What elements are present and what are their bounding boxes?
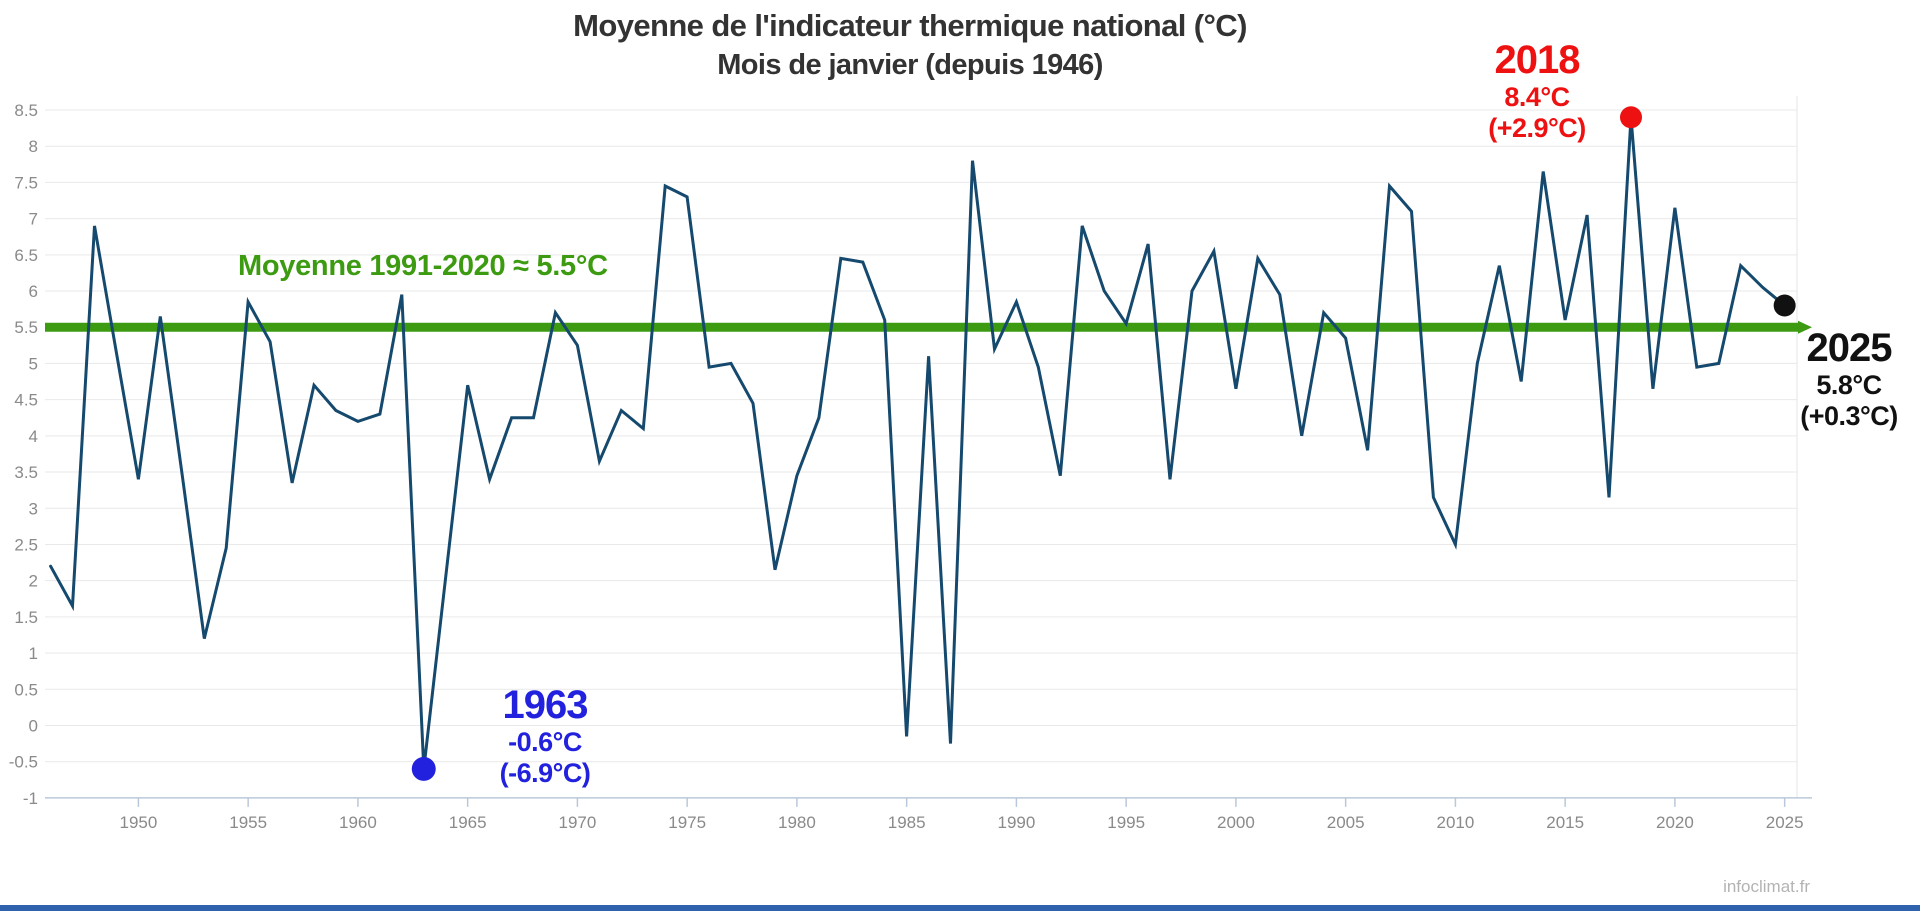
annotation-2025-anomaly: (+0.3°C)	[1800, 401, 1898, 431]
svg-text:8.5: 8.5	[14, 101, 38, 120]
svg-text:1.5: 1.5	[14, 608, 38, 627]
svg-text:5.5: 5.5	[14, 318, 38, 337]
x-axis-labels: 1950 1955 1960 1965 1970 1975 1980 1985 1990 1995…	[119, 813, 1803, 832]
svg-text:2: 2	[29, 572, 38, 591]
annotation-2018-year: 2018	[1494, 38, 1581, 82]
x-axis-ticks	[137, 797, 1786, 807]
svg-text:2025: 2025	[1766, 813, 1804, 832]
annotation-1963-temp: -0.6°C	[508, 727, 582, 757]
svg-text:-1: -1	[23, 789, 38, 808]
svg-text:8: 8	[29, 137, 38, 156]
svg-text:4: 4	[29, 427, 38, 446]
chart-subtitle: Mois de janvier (depuis 1946)	[717, 49, 1103, 81]
annotation-2025-year: 2025	[1806, 326, 1893, 370]
annotation-1963: 1963 -0.6°C (-6.9°C)	[500, 683, 591, 789]
svg-text:5: 5	[29, 354, 38, 373]
annotation-1963-year: 1963	[502, 683, 589, 727]
svg-text:6.5: 6.5	[14, 246, 38, 265]
svg-text:7: 7	[29, 210, 38, 229]
latest-2025-dot	[1773, 294, 1796, 317]
record-warm-2018-dot	[1620, 106, 1642, 129]
svg-text:1: 1	[29, 644, 38, 663]
chart-title: Moyenne de l'indicateur thermique nation…	[573, 8, 1247, 43]
infoclimat-credit: infoclimat.fr	[1723, 877, 1810, 896]
bottom-blue-bar	[0, 905, 1920, 911]
svg-text:1990: 1990	[997, 813, 1035, 832]
svg-text:1980: 1980	[778, 813, 816, 832]
reference-mean-label: Moyenne 1991-2020 ≈ 5.5°C	[238, 250, 608, 282]
svg-text:2010: 2010	[1436, 813, 1474, 832]
annotation-2018: 2018 8.4°C (+2.9°C)	[1488, 38, 1586, 144]
svg-text:1950: 1950	[119, 813, 157, 832]
svg-text:2020: 2020	[1656, 813, 1694, 832]
annotation-2018-anomaly: (+2.9°C)	[1488, 113, 1586, 143]
svg-text:2.5: 2.5	[14, 535, 38, 554]
y-axis-labels: 8.5 8 7.5 7 6.5 6 5.5 5 4.5 4 3.5 3 2.5 2 1.5 1 0.5 0 -0.5…	[9, 101, 38, 808]
annotation-2018-temp: 8.4°C	[1504, 82, 1570, 112]
temperature-line	[49, 117, 1787, 770]
y-gridlines	[45, 109, 1797, 799]
svg-text:0: 0	[29, 716, 38, 735]
chart-title-block: Moyenne de l'indicateur thermique nation…	[0, 6, 1820, 84]
annotation-2025: 2025 5.8°C (+0.3°C)	[1800, 326, 1898, 432]
svg-text:1955: 1955	[229, 813, 267, 832]
svg-text:4.5: 4.5	[14, 391, 38, 410]
svg-text:1985: 1985	[888, 813, 926, 832]
svg-text:3: 3	[29, 499, 38, 518]
svg-text:0.5: 0.5	[14, 680, 38, 699]
svg-text:7.5: 7.5	[14, 173, 38, 192]
svg-text:2015: 2015	[1546, 813, 1584, 832]
svg-text:2005: 2005	[1327, 813, 1365, 832]
reference-line-arrow-tip	[1798, 320, 1812, 334]
annotation-2025-temp: 5.8°C	[1816, 370, 1882, 400]
svg-text:-0.5: -0.5	[9, 753, 38, 772]
svg-text:1995: 1995	[1107, 813, 1145, 832]
svg-text:3.5: 3.5	[14, 463, 38, 482]
svg-text:1975: 1975	[668, 813, 706, 832]
svg-text:1970: 1970	[558, 813, 596, 832]
svg-text:2000: 2000	[1217, 813, 1255, 832]
svg-text:6: 6	[29, 282, 38, 301]
svg-text:1965: 1965	[449, 813, 487, 832]
record-cold-1963-dot	[411, 756, 436, 781]
svg-text:1960: 1960	[339, 813, 377, 832]
annotation-1963-anomaly: (-6.9°C)	[499, 758, 591, 788]
